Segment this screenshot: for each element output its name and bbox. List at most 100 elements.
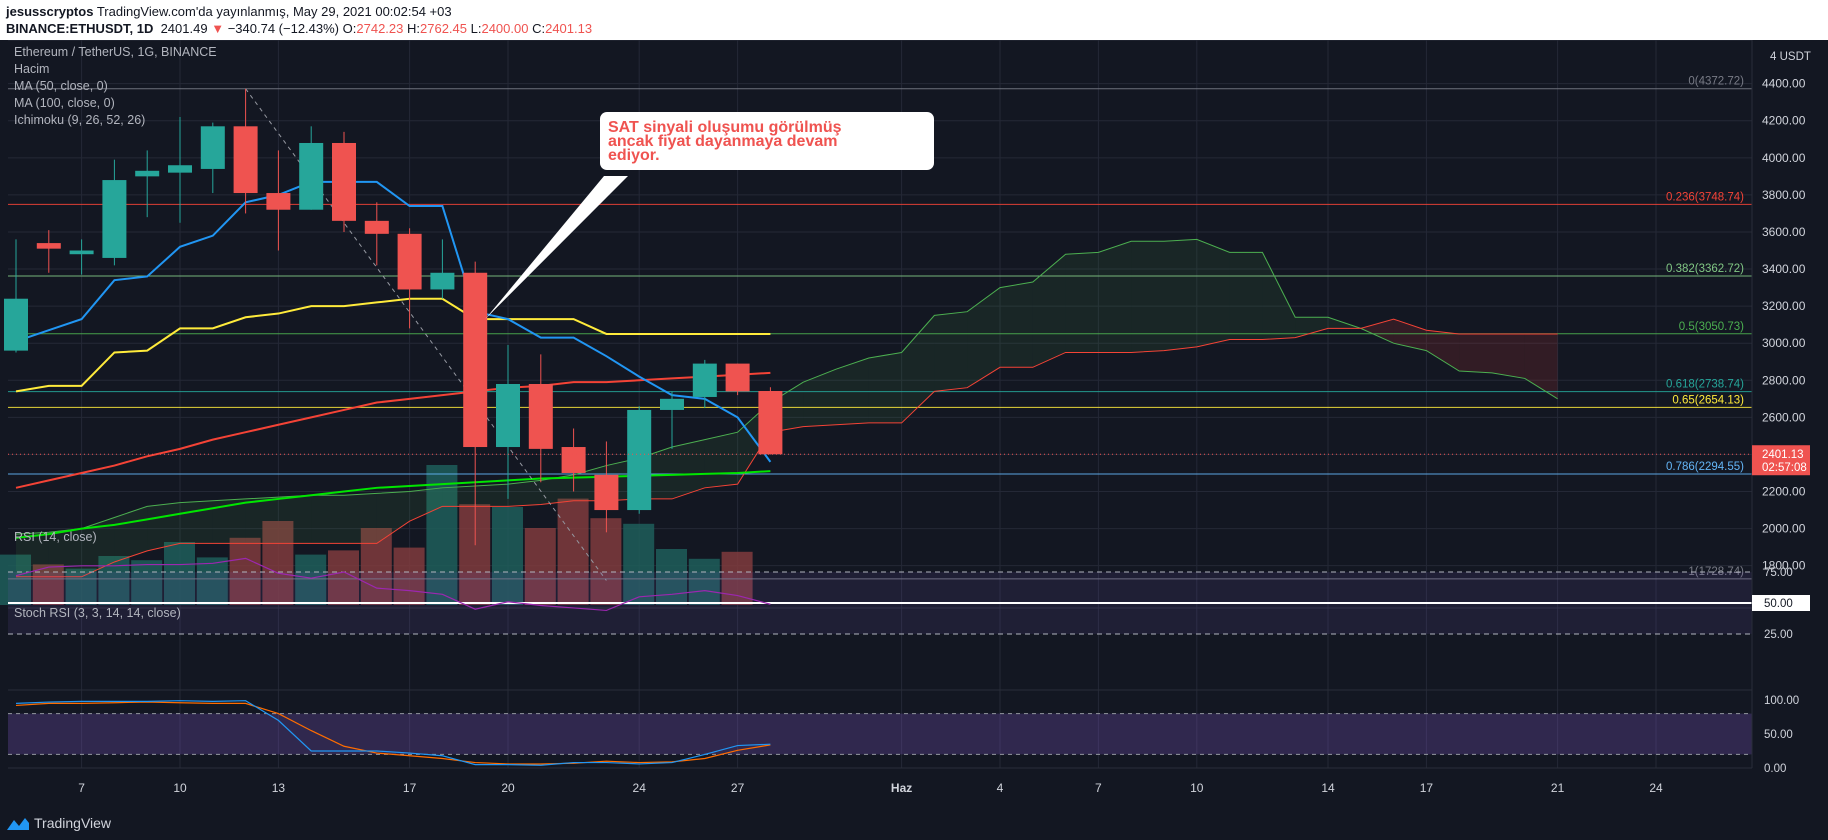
candle-body bbox=[561, 447, 586, 473]
ichimoku-cloud bbox=[868, 352, 902, 423]
stoch-tick: 50.00 bbox=[1764, 729, 1793, 741]
volume-bar bbox=[360, 528, 392, 605]
price-tick: 3800.00 bbox=[1762, 188, 1806, 202]
ichimoku-cloud bbox=[81, 517, 115, 577]
price-tick: 4400.00 bbox=[1762, 77, 1806, 91]
publish-date: TradingView.com'da yayınlanmış, May 29, … bbox=[96, 4, 452, 19]
volume-bar bbox=[524, 528, 556, 605]
candle-body bbox=[594, 474, 619, 511]
price-tick: 4000.00 bbox=[1762, 151, 1806, 165]
volume-bar bbox=[65, 568, 97, 605]
low-label: L: bbox=[470, 21, 482, 36]
annotation-text: SAT sinyali oluşumu görülmüş ancak fiyat … bbox=[608, 119, 842, 164]
candle-body bbox=[135, 170, 160, 177]
ichimoku-cloud bbox=[934, 311, 968, 392]
volume-bar bbox=[32, 564, 64, 605]
volume-bar bbox=[623, 523, 655, 605]
time-tick: 17 bbox=[1420, 781, 1434, 795]
time-tick: Haz bbox=[891, 781, 912, 795]
rsi-tick: 25.00 bbox=[1764, 629, 1793, 641]
current-price: 2401.49 bbox=[160, 21, 208, 36]
ichimoku-cloud bbox=[1164, 239, 1197, 351]
stoch-band bbox=[8, 713, 1752, 755]
legend-title[interactable]: Ethereum / TetherUS, 1G, BINANCE bbox=[14, 45, 217, 59]
footer-bar: TradingView bbox=[0, 808, 1828, 840]
chart-area[interactable]: 0(4372.72) 0.236(3748.74) 0.382(3362.72) 0.… bbox=[0, 39, 1828, 808]
annotation-line: ancak fiyat dayanmaya devam bbox=[608, 133, 837, 150]
price-tick: 2600.00 bbox=[1762, 410, 1806, 424]
ichimoku-cloud bbox=[442, 485, 476, 507]
ichimoku-cloud bbox=[1459, 333, 1492, 373]
rsi-tick: 50.00 bbox=[1764, 598, 1793, 610]
ichimoku-cloud bbox=[147, 502, 180, 551]
publish-info: jesusscryptos TradingView.com'da yayınla… bbox=[6, 4, 452, 19]
ichimoku-cloud bbox=[180, 500, 213, 544]
candle-body bbox=[266, 193, 291, 210]
author-name[interactable]: jesusscryptos bbox=[6, 4, 94, 19]
time-tick: 21 bbox=[1551, 781, 1565, 795]
ichimoku-cloud bbox=[278, 495, 312, 544]
ichimoku-cloud bbox=[1131, 241, 1164, 353]
time-tick: 10 bbox=[173, 781, 187, 795]
open-value: 2742.23 bbox=[356, 21, 404, 36]
time-tick: 20 bbox=[501, 781, 515, 795]
legend-ma50[interactable]: MA (50, close, 0) bbox=[14, 79, 108, 93]
fib-label: 0.65(2654.13) bbox=[1672, 394, 1744, 406]
volume-bar bbox=[393, 547, 425, 605]
ichimoku-cloud bbox=[508, 480, 541, 507]
price-tick: 1800.00 bbox=[1762, 559, 1806, 573]
time-tick: 4 bbox=[997, 781, 1004, 795]
ichimoku-cloud bbox=[311, 495, 344, 544]
volume-bar bbox=[0, 554, 31, 605]
legend-rsi[interactable]: RSI (14, close) bbox=[14, 530, 97, 544]
price-change: −340.74 (−12.43%) bbox=[227, 21, 340, 36]
fib-label: 1(1728.74) bbox=[1688, 566, 1744, 578]
stoch-d-line bbox=[15, 701, 771, 765]
ichimoku-cloud bbox=[1196, 239, 1230, 347]
legend-ma100[interactable]: MA (100, close, 0) bbox=[14, 96, 115, 110]
ichimoku-cloud bbox=[1524, 333, 1558, 399]
candle-body bbox=[528, 383, 553, 449]
price-tick: 3000.00 bbox=[1762, 336, 1806, 350]
senkou-a-line bbox=[15, 238, 1558, 535]
price-tick: 4200.00 bbox=[1762, 114, 1806, 128]
ichimoku-cloud bbox=[376, 491, 410, 544]
ichimoku-cloud bbox=[475, 484, 508, 507]
legend-stoch[interactable]: Stoch RSI (3, 3, 14, 14, close) bbox=[14, 606, 181, 620]
currency-label: 4 USDT bbox=[1770, 51, 1811, 63]
ichimoku-cloud bbox=[540, 474, 574, 505]
candle-body bbox=[102, 180, 127, 258]
ichimoku-cloud bbox=[901, 315, 935, 423]
ichimoku-cloud bbox=[1032, 254, 1066, 368]
price-tick: 2800.00 bbox=[1762, 373, 1806, 387]
brand-label[interactable]: TradingView bbox=[34, 815, 112, 831]
chart-svg[interactable]: 0(4372.72) 0.236(3748.74) 0.382(3362.72) 0.… bbox=[0, 39, 1828, 808]
tradingview-logo-icon[interactable] bbox=[6, 817, 30, 831]
volume-bar bbox=[590, 518, 622, 605]
high-label: H: bbox=[407, 21, 420, 36]
last-price-value: 2401.13 bbox=[1762, 449, 1804, 461]
ichimoku-cloud bbox=[16, 532, 49, 577]
candle-body bbox=[200, 126, 225, 169]
trend-line bbox=[245, 88, 607, 581]
ichimoku-cloud bbox=[1393, 319, 1427, 351]
legend-volume[interactable]: Hacim bbox=[14, 62, 50, 76]
volume-bar bbox=[262, 521, 294, 605]
ichimoku-cloud bbox=[1492, 333, 1525, 379]
volume-bar bbox=[328, 550, 359, 605]
legend-ichimoku[interactable]: Ichimoku (9, 26, 52, 26) bbox=[14, 113, 146, 127]
volume-bar bbox=[295, 554, 327, 605]
fib-label: 0.382(3362.72) bbox=[1666, 263, 1744, 275]
volume-bar bbox=[131, 560, 163, 605]
time-tick: 7 bbox=[78, 781, 85, 795]
last-price-countdown: 02:57:08 bbox=[1762, 462, 1807, 474]
time-tick: 24 bbox=[1649, 781, 1663, 795]
time-tick: 24 bbox=[633, 781, 647, 795]
candle-body bbox=[36, 243, 61, 249]
candle-body bbox=[725, 363, 750, 392]
stoch-tick: 0.00 bbox=[1764, 763, 1786, 775]
ichimoku-cloud bbox=[1360, 319, 1394, 344]
price-tick: 2200.00 bbox=[1762, 485, 1806, 499]
volume-bar bbox=[557, 498, 589, 605]
